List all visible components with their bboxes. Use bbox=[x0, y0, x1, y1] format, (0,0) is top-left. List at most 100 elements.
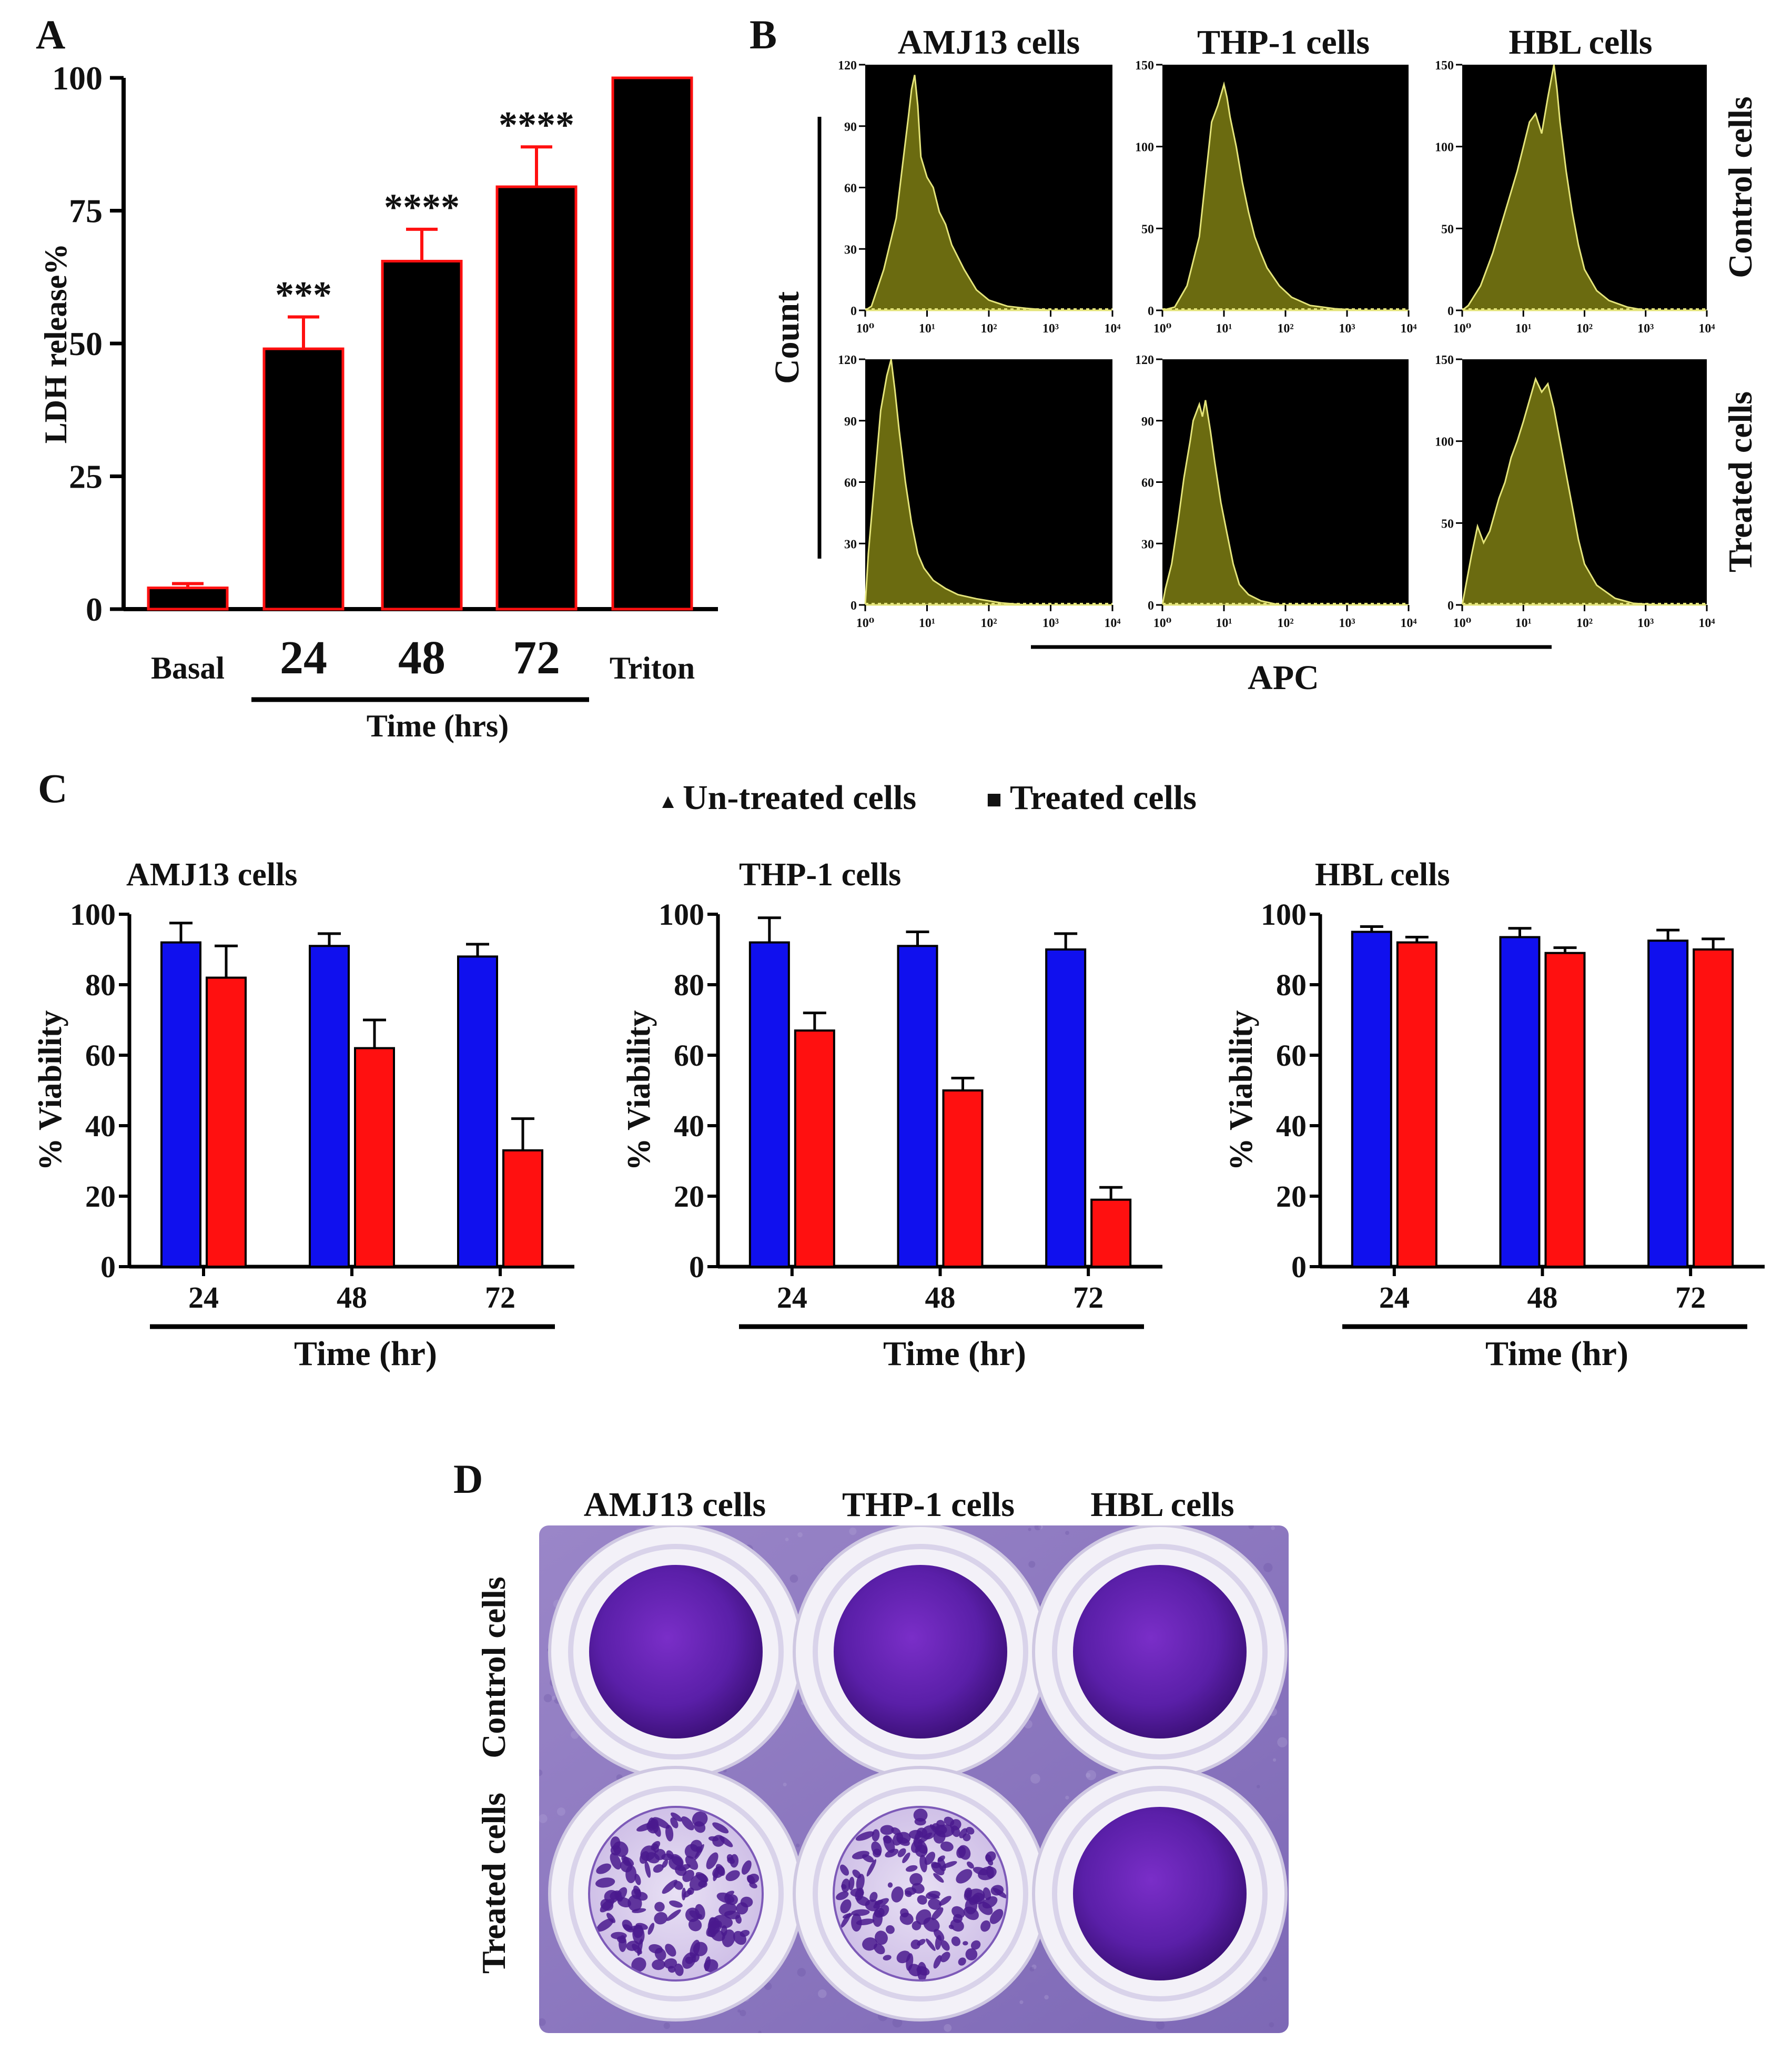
panel-letter-a: A bbox=[36, 12, 65, 57]
y-tick-label: 0 bbox=[1447, 305, 1454, 318]
row-label: Control cells bbox=[1722, 96, 1759, 278]
colony-patch bbox=[665, 1824, 674, 1842]
colony-patch bbox=[704, 1959, 718, 1973]
x-category-label: Basal bbox=[151, 651, 225, 685]
y-tick-label: 50 bbox=[1141, 223, 1154, 236]
plate-texture-spot bbox=[539, 1769, 543, 1776]
y-tick-label: 120 bbox=[838, 59, 857, 73]
colony-patch bbox=[958, 1845, 971, 1860]
x-tick-label: 10⁰ bbox=[856, 616, 875, 630]
well-rim-inner-ring bbox=[1052, 1786, 1268, 2002]
x-category-label: Triton bbox=[610, 651, 695, 685]
well-rim-inner-ring bbox=[568, 1544, 784, 1760]
plate-texture-spot bbox=[892, 2017, 903, 2028]
bar-treated bbox=[1693, 948, 1734, 1268]
colony-patch bbox=[897, 1848, 906, 1857]
bar-treated bbox=[206, 976, 247, 1268]
legend-label: Un-treated cells bbox=[683, 779, 916, 817]
plate-texture-spot bbox=[796, 1843, 800, 1848]
colony-patch bbox=[967, 1861, 974, 1869]
colony-patch bbox=[891, 1827, 901, 1835]
bar-untreated bbox=[457, 955, 498, 1268]
subplot-title: AMJ13 cells bbox=[126, 857, 297, 893]
x-tick-label: 24 bbox=[1379, 1280, 1410, 1315]
colony-patch bbox=[706, 1852, 718, 1869]
x-tick-label: 48 bbox=[1527, 1280, 1558, 1315]
y-tick-label: 100 bbox=[70, 897, 116, 932]
x-category-label: 24 bbox=[280, 632, 327, 684]
colony-patch bbox=[891, 1886, 904, 1903]
y-tick-label: 0 bbox=[689, 1250, 704, 1284]
colony-patch bbox=[925, 1938, 936, 1951]
plate-texture-spot bbox=[1028, 1528, 1031, 1531]
row-label: Treated cells bbox=[475, 1793, 512, 1974]
y-axis-label: % Viability bbox=[1223, 1010, 1259, 1171]
x-tick-label: 10⁰ bbox=[1153, 616, 1172, 630]
colony-patch bbox=[902, 1852, 910, 1863]
colony-patch bbox=[900, 1908, 909, 1918]
plate-wells-group bbox=[539, 1525, 1288, 2033]
colony-patch bbox=[931, 1907, 944, 1921]
plate-texture-spot bbox=[740, 2009, 746, 2017]
colony-patch bbox=[939, 1896, 951, 1906]
colony-patch bbox=[950, 1919, 964, 1932]
plate-texture-spot bbox=[551, 1696, 556, 1701]
colony-patch bbox=[665, 1944, 676, 1957]
bar-treated bbox=[794, 1029, 835, 1268]
colony-patch bbox=[727, 1857, 735, 1864]
x-category-label: 48 bbox=[398, 632, 446, 684]
colony-patch bbox=[970, 1940, 981, 1950]
well-stained-confluent bbox=[589, 1565, 763, 1738]
x-tick-label: 10¹ bbox=[1515, 616, 1532, 630]
colony-patch bbox=[983, 1887, 991, 1901]
colony-patch bbox=[836, 1891, 849, 1901]
y-tick-label: 40 bbox=[674, 1109, 704, 1143]
y-tick-label: 30 bbox=[844, 538, 857, 551]
colony-patch bbox=[633, 1925, 644, 1938]
colony-patch bbox=[949, 1819, 961, 1831]
colony-patch bbox=[856, 1918, 875, 1925]
plate-texture-spot bbox=[1262, 1976, 1268, 1982]
y-tick-label: 40 bbox=[1276, 1109, 1307, 1143]
x-tick-label: 10³ bbox=[1637, 616, 1654, 630]
well-stained-confluent bbox=[1073, 1565, 1247, 1738]
colony-patch bbox=[873, 1848, 882, 1858]
colony-patch bbox=[596, 1863, 611, 1874]
colony-patch bbox=[887, 1882, 893, 1888]
x-axis-label: Time (hrs) bbox=[367, 709, 509, 743]
colony-patch bbox=[980, 1920, 991, 1932]
colony-patch bbox=[725, 1870, 740, 1882]
column-title: THP-1 cells bbox=[1197, 23, 1370, 62]
bar-untreated bbox=[897, 945, 938, 1268]
panel-b-flow-histograms: AMJ13 cells THP-1 cells HBL cells Control c… bbox=[768, 23, 1759, 697]
legend-label: Treated cells bbox=[1010, 779, 1197, 817]
y-tick-label: 50 bbox=[1441, 223, 1454, 236]
colony-patch bbox=[616, 1887, 627, 1901]
colony-patch bbox=[982, 1896, 998, 1909]
colony-patch bbox=[685, 1907, 700, 1922]
colony-patch bbox=[646, 1820, 659, 1834]
x-tick-label: 10³ bbox=[1339, 616, 1355, 630]
bar-untreated bbox=[1499, 936, 1541, 1268]
plate-texture-spot bbox=[1029, 1966, 1035, 1972]
colony-patch bbox=[600, 1898, 615, 1913]
colony-patch bbox=[932, 1862, 941, 1868]
colony-patch bbox=[928, 1898, 941, 1910]
plate-texture-spot bbox=[1019, 2000, 1024, 2004]
colony-patch bbox=[626, 1940, 640, 1951]
bar bbox=[381, 259, 463, 611]
plate-texture-spot bbox=[1031, 1964, 1037, 1969]
y-tick-label: 150 bbox=[1135, 59, 1154, 73]
plate-texture-spot bbox=[944, 2024, 952, 2032]
plate-texture-spot bbox=[571, 1731, 579, 1739]
colony-patch bbox=[910, 1939, 921, 1949]
colony-patch bbox=[896, 1832, 911, 1844]
colony-patch bbox=[687, 1887, 694, 1895]
colony-patch bbox=[671, 1812, 682, 1822]
x-tick-label: 10⁴ bbox=[1104, 322, 1120, 336]
x-tick-label: 10⁰ bbox=[856, 322, 875, 336]
colony-patch bbox=[851, 1909, 870, 1916]
plate-texture-spot bbox=[1277, 1737, 1288, 1747]
y-tick-label: 60 bbox=[844, 182, 857, 196]
plate-texture-spot bbox=[783, 1782, 787, 1787]
